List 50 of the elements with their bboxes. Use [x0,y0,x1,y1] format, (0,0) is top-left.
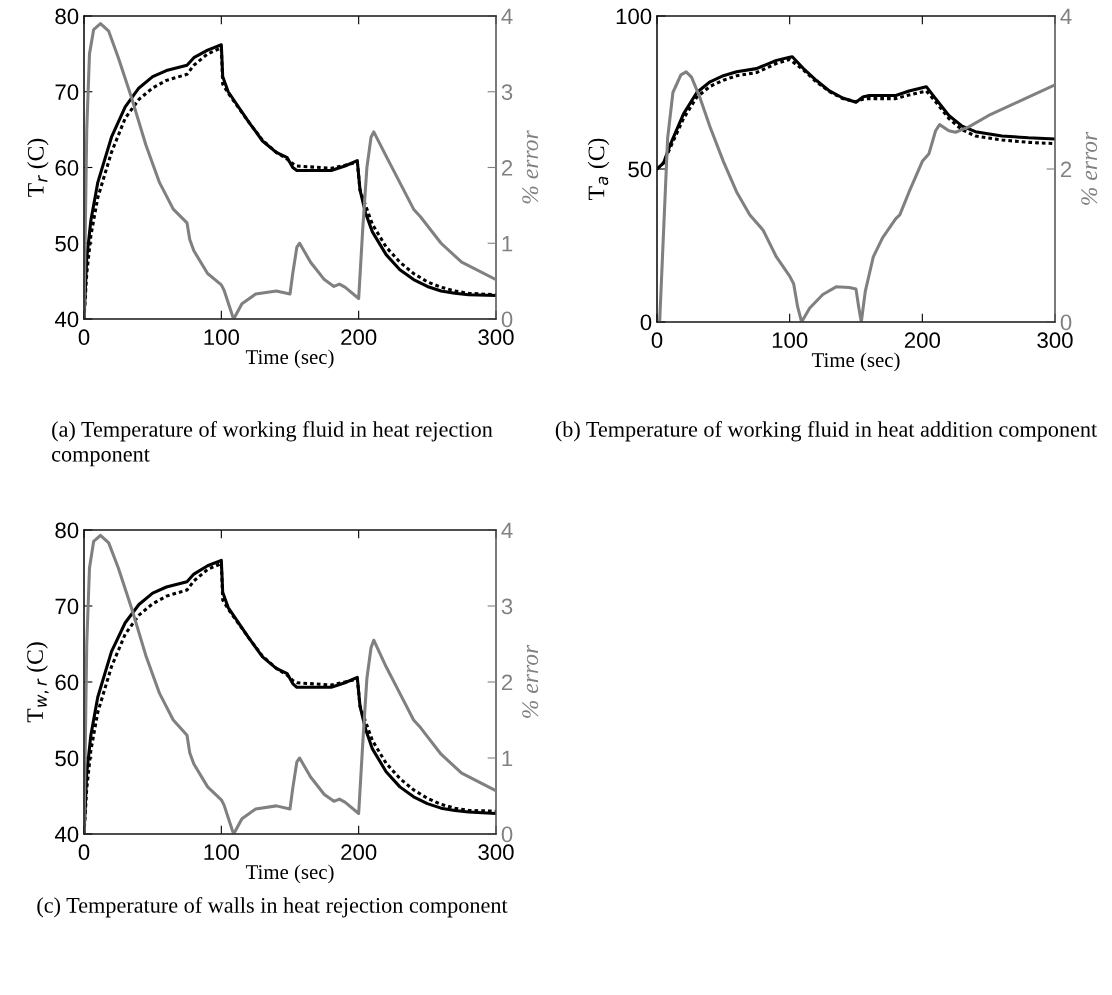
y2-tick-label: 4 [501,522,513,539]
x-axis-title: Time (sec) [245,349,334,369]
y2-tick-label: 2 [501,160,513,176]
y-tick-label: 100 [616,8,652,25]
x-tick-label: 0 [78,844,90,861]
y2-tick-label: 0 [1060,314,1072,331]
y-tick-label: 70 [55,598,79,615]
y-axis-title: T$_{w,r}$ (C) [26,642,49,723]
x-tick-label: 300 [478,844,514,861]
y2-tick-label: 2 [1060,161,1072,178]
x-tick-label: 100 [204,844,239,861]
y2-tick-label: 4 [501,8,513,25]
y-tick-label: 50 [55,235,79,252]
y-axis-title: T$_{r}$ (C) [27,138,49,197]
x-tick-label: 200 [341,844,377,861]
y2-axis-title: % error [1081,131,1098,205]
y-tick-label: 0 [640,314,652,331]
y-axis-title: T$_{a}$ (C) [587,138,610,200]
x-tick-label: 100 [772,332,808,349]
y-tick-label: 50 [55,750,79,767]
y2-axis-title: % error [522,130,539,204]
y-tick-label: 40 [54,826,79,843]
y-tick-label: 80 [55,8,79,25]
x-tick-label: 300 [478,329,514,346]
y-tick-label: 50 [628,161,652,178]
y2-tick-label: 3 [501,84,513,101]
y2-tick-label: 4 [1060,8,1072,25]
y2-tick-label: 1 [502,750,513,767]
x-axis-title: Time (sec) [245,864,334,884]
x-tick-label: 200 [341,329,377,346]
y-tick-label: 70 [55,84,79,101]
y2-tick-label: 2 [501,674,513,691]
x-tick-label: 0 [651,332,663,349]
x-tick-label: 0 [78,329,90,346]
text: (b) Temperature of working fluid in heat addition component [555,421,1098,442]
y-tick-label: 60 [55,160,79,176]
text: (c) Temperature of walls in heat rejection component [37,897,508,918]
x-tick-label: 200 [904,332,940,349]
y2-tick-label: 1 [502,236,513,252]
y-tick-label: 40 [54,311,79,328]
x-tick-label: 300 [1037,332,1073,349]
y2-tick-label: 0 [501,826,513,843]
text: (a) Temperature of working fluid in heat rejection component [52,421,493,467]
x-axis-title: Time (sec) [811,352,900,372]
y2-tick-label: 3 [501,598,513,615]
y2-tick-label: 0 [501,311,513,328]
y-tick-label: 80 [55,522,79,539]
y-tick-label: 60 [55,674,79,691]
x-tick-label: 100 [204,329,239,346]
y2-axis-title: % error [522,644,539,718]
